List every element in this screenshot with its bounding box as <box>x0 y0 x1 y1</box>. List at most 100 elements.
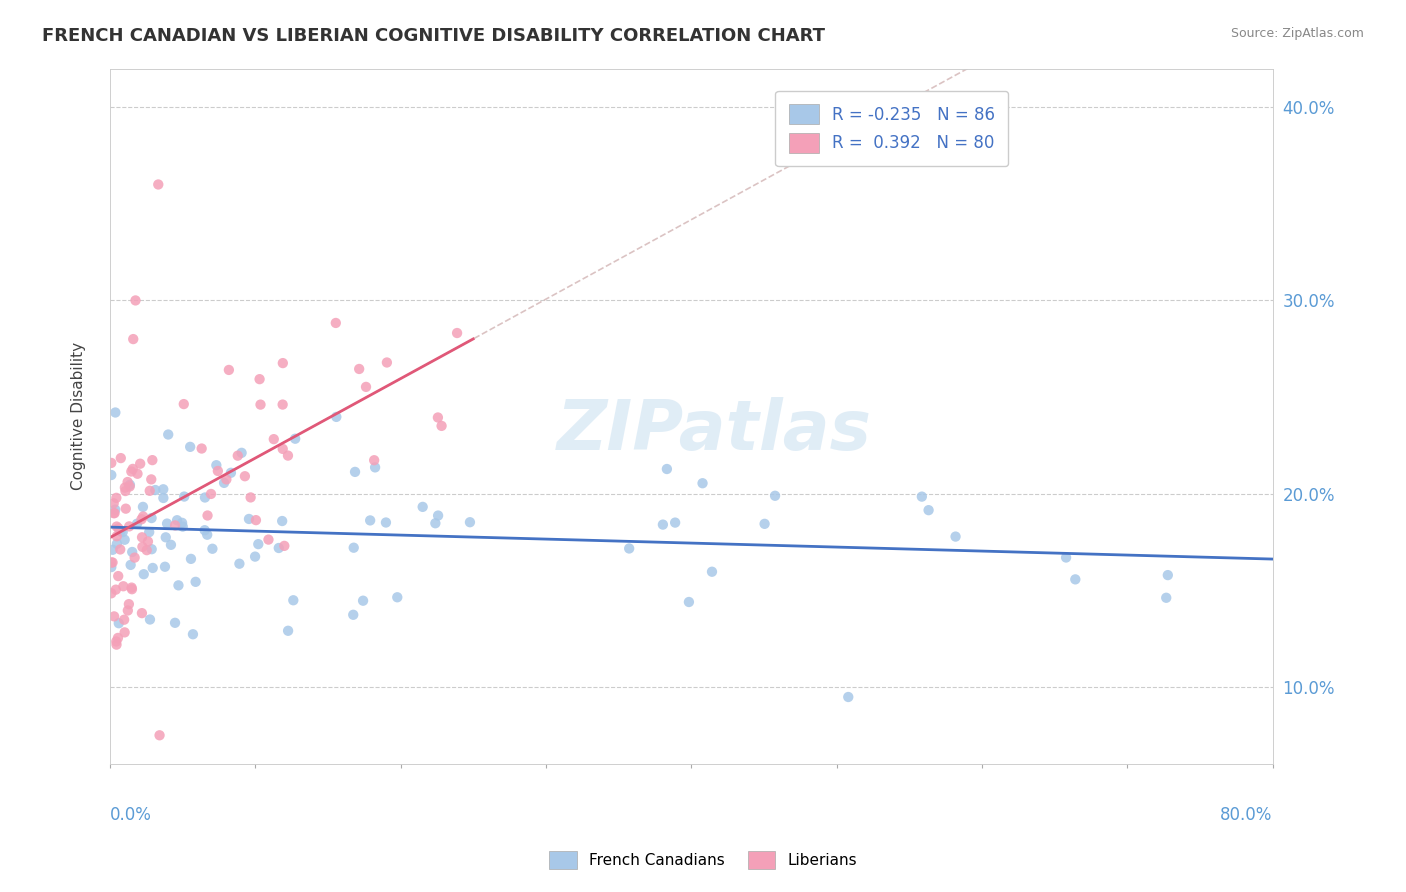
Point <box>114 501 136 516</box>
Point <box>247 537 270 551</box>
Point <box>200 487 222 501</box>
Point <box>129 457 152 471</box>
Point <box>212 475 235 490</box>
Point <box>446 326 468 340</box>
Point <box>190 442 212 456</box>
Point <box>184 574 207 589</box>
Point <box>617 541 640 556</box>
Point <box>105 638 128 652</box>
Point <box>142 561 165 575</box>
Point <box>143 483 166 497</box>
Point <box>107 569 129 583</box>
Point <box>107 616 129 631</box>
Point <box>945 530 967 544</box>
Point <box>132 509 155 524</box>
Point <box>104 582 127 597</box>
Point <box>105 491 128 505</box>
Point <box>131 540 153 554</box>
Point <box>243 549 266 564</box>
Point <box>101 542 124 557</box>
Point <box>215 472 238 486</box>
Point <box>100 560 122 574</box>
Point <box>141 472 163 486</box>
Point <box>110 451 132 466</box>
Point <box>195 527 218 541</box>
Text: ZIPatlas: ZIPatlas <box>557 397 872 464</box>
Point <box>363 453 385 467</box>
Point <box>194 491 217 505</box>
Point <box>325 316 347 330</box>
Point <box>273 539 295 553</box>
Legend: French Canadians, Liberians: French Canadians, Liberians <box>543 845 863 875</box>
Point <box>105 529 128 543</box>
Point <box>163 615 186 630</box>
Point <box>239 491 262 505</box>
Point <box>152 491 174 505</box>
Point <box>375 355 398 369</box>
Point <box>138 525 160 540</box>
Point <box>231 446 253 460</box>
Point <box>103 506 125 520</box>
Point <box>107 521 129 535</box>
Point <box>103 506 125 520</box>
Point <box>110 524 132 539</box>
Point <box>271 398 294 412</box>
Point <box>263 432 285 446</box>
Point <box>387 591 409 605</box>
Point <box>249 398 271 412</box>
Point <box>458 515 481 529</box>
Text: Source: ZipAtlas.com: Source: ZipAtlas.com <box>1230 27 1364 40</box>
Point <box>359 513 381 527</box>
Point <box>257 533 280 547</box>
Point <box>201 541 224 556</box>
Point <box>138 483 160 498</box>
Point <box>141 511 163 525</box>
Point <box>179 440 201 454</box>
Point <box>131 530 153 544</box>
Point <box>120 465 142 479</box>
Point <box>148 728 170 742</box>
Point <box>172 516 194 530</box>
Point <box>114 533 136 547</box>
Text: 80.0%: 80.0% <box>1220 806 1272 824</box>
Point <box>117 603 139 617</box>
Point <box>100 456 122 470</box>
Point <box>364 460 387 475</box>
Point <box>121 462 143 476</box>
Point <box>110 542 132 557</box>
Point <box>1154 591 1177 605</box>
Point <box>105 519 128 533</box>
Point <box>194 523 217 537</box>
Point <box>104 405 127 419</box>
Point <box>180 552 202 566</box>
Point <box>107 631 129 645</box>
Point <box>344 465 367 479</box>
Point <box>157 427 180 442</box>
Point <box>655 462 678 476</box>
Point <box>342 607 364 622</box>
Point <box>167 578 190 592</box>
Point <box>1064 573 1087 587</box>
Point <box>103 496 125 510</box>
Point <box>121 582 143 597</box>
Point <box>249 372 271 386</box>
Point <box>105 537 128 551</box>
Point <box>917 503 939 517</box>
Point <box>127 467 149 481</box>
Point <box>104 502 127 516</box>
Point <box>173 397 195 411</box>
Point <box>219 466 242 480</box>
Point <box>277 449 299 463</box>
Point <box>166 513 188 527</box>
Point <box>700 565 723 579</box>
Point <box>118 479 141 493</box>
Point <box>911 490 934 504</box>
Point <box>664 516 686 530</box>
Point <box>352 593 374 607</box>
Point <box>754 516 776 531</box>
Point <box>155 530 177 544</box>
Point <box>121 581 143 595</box>
Point <box>105 634 128 648</box>
Point <box>651 517 673 532</box>
Point <box>325 409 347 424</box>
